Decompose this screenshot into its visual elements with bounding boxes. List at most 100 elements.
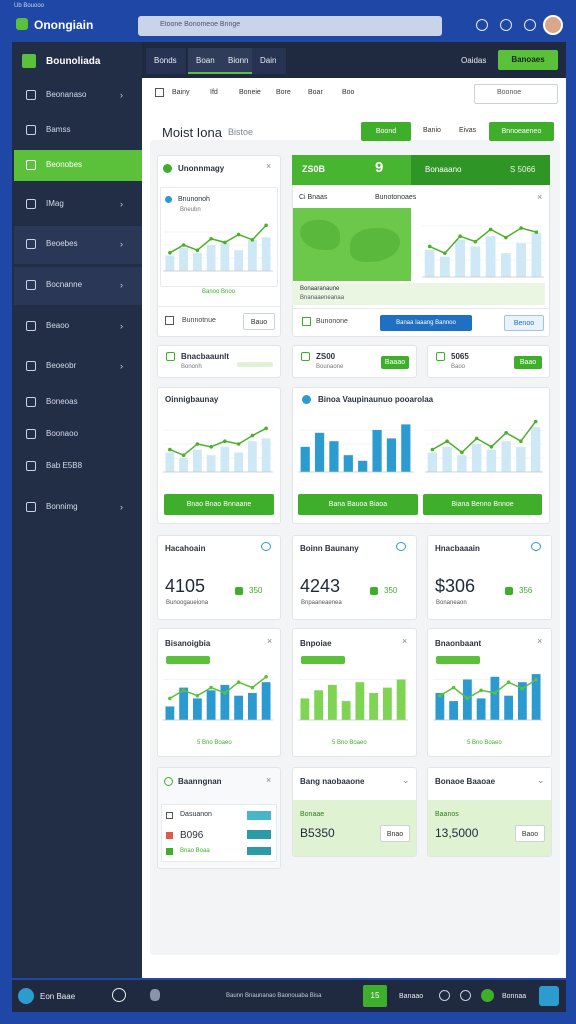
bar [206,690,216,720]
bar [179,687,189,720]
point [168,696,172,701]
row-bar [247,830,271,839]
toolbar-item[interactable]: Boneie [239,89,261,96]
window-icon[interactable] [476,19,488,31]
footer-link[interactable]: Bonnaa [502,993,527,1000]
bar [500,253,511,277]
toolbar-item[interactable]: Boo [342,89,355,96]
sidebar-item[interactable]: IMag [46,199,64,208]
toolbar-item[interactable]: Ifd [210,89,218,96]
list-link[interactable]: Bnao Boaa [180,848,210,854]
card-button[interactable]: Bana Bauoa Biaoa [298,494,418,515]
bar [192,252,202,271]
bar [179,247,189,271]
page-button[interactable]: Boond [361,122,411,141]
sidebar-item[interactable]: Bonnimg [46,502,78,511]
window-icon[interactable] [524,19,536,31]
legend: Bnanaaeneanaa [300,295,345,301]
card-button[interactable]: Baaao [381,356,409,369]
line [439,678,537,700]
point [223,240,227,245]
page-link[interactable]: Banio [423,127,441,134]
card-title: Bisanoigbia [165,639,211,648]
tab-label[interactable]: Bionn [228,56,249,65]
sidebar-icon [26,429,36,439]
footer-icon[interactable] [481,989,494,1002]
bar [455,239,466,277]
card-title: Unonnmagy [178,164,225,173]
footer-link[interactable]: Banaao [399,993,424,1000]
card-button[interactable]: Baoo [515,825,545,842]
point [181,243,186,247]
page-link[interactable]: Eivas [459,127,477,134]
stat-sub: Bunoogaueiona [166,600,209,606]
page-button[interactable]: Bnnoeaeneo [489,122,554,141]
sidebar-item[interactable]: Beonanaso [46,90,87,99]
stat-delta: 350 [384,586,398,595]
header-label: Bonaaano [425,165,462,174]
inner-card [160,187,278,287]
tab-label[interactable]: Dain [260,56,277,65]
card-button[interactable]: Benoo [504,315,544,331]
chart [433,674,543,721]
row-bar [247,811,271,820]
tab[interactable] [188,48,222,74]
sidebar-item[interactable]: Boneoas [46,397,78,406]
close: × [266,775,272,785]
card-icon [302,395,311,404]
page-subtitle: Bistoe [228,127,254,137]
sidebar-item[interactable]: Beoeobr [46,361,77,370]
search-bar[interactable] [138,16,442,36]
footer [12,980,566,1012]
bar [165,255,175,271]
stat-sub: Bnpaaneaenea [301,600,342,606]
tab[interactable] [220,48,254,74]
point [209,236,213,241]
card-button[interactable]: Bnao [380,825,410,842]
footer-chat[interactable] [539,986,559,1006]
sidebar-item[interactable]: Bamss [46,125,71,134]
point [181,453,186,457]
sidebar-item[interactable]: Beaoo [46,321,70,330]
card-button[interactable]: Bnao Bnao Bnnaane [164,494,274,515]
footer-badge[interactable]: 15 [363,985,387,1007]
tab-label[interactable]: Boan [196,56,215,65]
avatar[interactable] [543,15,563,35]
bar [516,243,527,277]
footer-icon[interactable] [112,988,126,1002]
window-icon[interactable] [500,19,512,31]
point [533,419,538,424]
top-button[interactable]: Banoaes [498,50,558,70]
tab[interactable] [252,48,286,74]
card-button[interactable]: Biana Benno Bnnoe [423,494,542,515]
toolbar-item[interactable]: Bore [276,89,291,96]
sidebar-item[interactable]: Bocnanne [46,280,83,289]
footer-icon [150,989,160,1001]
point [458,234,462,238]
app-logo [16,18,28,30]
card-button[interactable]: Baao [514,356,542,369]
top-link[interactable]: Oaidas [461,56,487,65]
bar [424,249,435,277]
stat-delta: 350 [249,586,263,595]
sidebar-item[interactable]: Bab E5B8 [46,461,83,470]
list-row: B096 [180,830,204,841]
card-button[interactable]: Banaa Iaaang Bannoo [380,315,472,331]
sidebar-icon [26,125,36,135]
toolbar-item[interactable]: Bainy [172,89,190,96]
tab-label[interactable]: Bonds [154,56,177,65]
toolbar-search[interactable] [474,84,558,104]
tab[interactable] [146,48,186,74]
footer-icon[interactable] [460,990,471,1001]
toolbar-item[interactable]: Boar [308,89,323,96]
card-button[interactable]: Bauo [243,313,275,330]
point [534,677,538,682]
footer-icon[interactable] [439,990,450,1001]
bar [358,460,368,472]
sidebar-item[interactable]: Boonaoo [46,429,79,438]
sidebar-item[interactable]: Beoebes [46,239,78,248]
bar [501,441,511,472]
sidebar-item[interactable]: Beonobes [46,160,83,169]
bar [234,452,244,472]
chevron: › [120,361,123,371]
